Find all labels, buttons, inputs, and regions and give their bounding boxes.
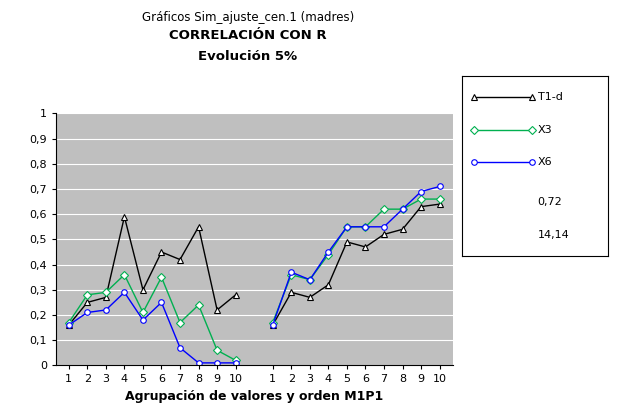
Text: X3: X3 — [538, 125, 552, 135]
Text: 0,72: 0,72 — [538, 197, 562, 207]
Text: Gráficos Sim_ajuste_cen.1 (madres): Gráficos Sim_ajuste_cen.1 (madres) — [142, 10, 354, 24]
Text: 14,14: 14,14 — [538, 229, 569, 239]
Text: T1-d: T1-d — [538, 92, 562, 102]
Text: Evolución 5%: Evolución 5% — [198, 50, 298, 63]
X-axis label: Agrupación de valores y orden M1P1: Agrupación de valores y orden M1P1 — [125, 390, 383, 403]
Text: X6: X6 — [538, 157, 552, 167]
Text: CORRELACIÓN CON R: CORRELACIÓN CON R — [169, 29, 327, 42]
